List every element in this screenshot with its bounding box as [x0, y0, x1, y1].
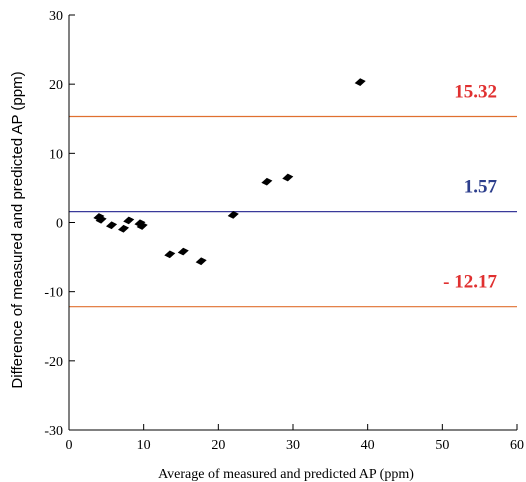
x-tick-label: 40 [361, 438, 375, 453]
data-point [227, 211, 239, 219]
data-point [261, 177, 273, 186]
data-point [136, 222, 148, 230]
data-point [117, 224, 130, 233]
data-point [106, 221, 118, 230]
x-tick-label: 60 [510, 438, 524, 453]
x-tick-label: 0 [66, 438, 73, 453]
data-point [123, 216, 135, 225]
data-point [282, 173, 294, 182]
ticks: 0 10 20 30 40 50 60 30 20 10 0 -10 -20 -30 [44, 9, 524, 453]
data-point [164, 250, 176, 259]
data-point [195, 257, 207, 266]
y-tick-label: -10 [44, 286, 63, 301]
y-axis-title: Difference of measured and predicted AP … [9, 71, 26, 388]
data-point [354, 78, 366, 86]
data-point [95, 215, 107, 224]
reference-lines [69, 115, 517, 308]
reference-labels: 15.32 1.57 - 12.17 [443, 82, 497, 293]
axes [68, 15, 517, 431]
x-tick-label: 50 [435, 438, 449, 453]
y-tick-label: 10 [49, 147, 63, 162]
y-tick-label: 30 [49, 9, 63, 24]
x-tick-label: 20 [211, 438, 225, 453]
y-tick-label: -30 [44, 424, 63, 439]
reference-label-1: 1.57 [464, 177, 498, 198]
x-tick-label: 10 [137, 438, 151, 453]
y-tick-label: 20 [49, 78, 63, 93]
y-tick-label: -20 [44, 355, 63, 370]
y-tick-label: 0 [56, 217, 63, 232]
x-axis-title: Average of measured and predicted AP (pp… [158, 467, 414, 482]
reference-label-0: 15.32 [454, 82, 497, 103]
data-points [93, 78, 366, 266]
data-point [177, 247, 189, 256]
reference-label-2: - 12.17 [443, 272, 497, 293]
x-tick-label: 30 [286, 438, 300, 453]
